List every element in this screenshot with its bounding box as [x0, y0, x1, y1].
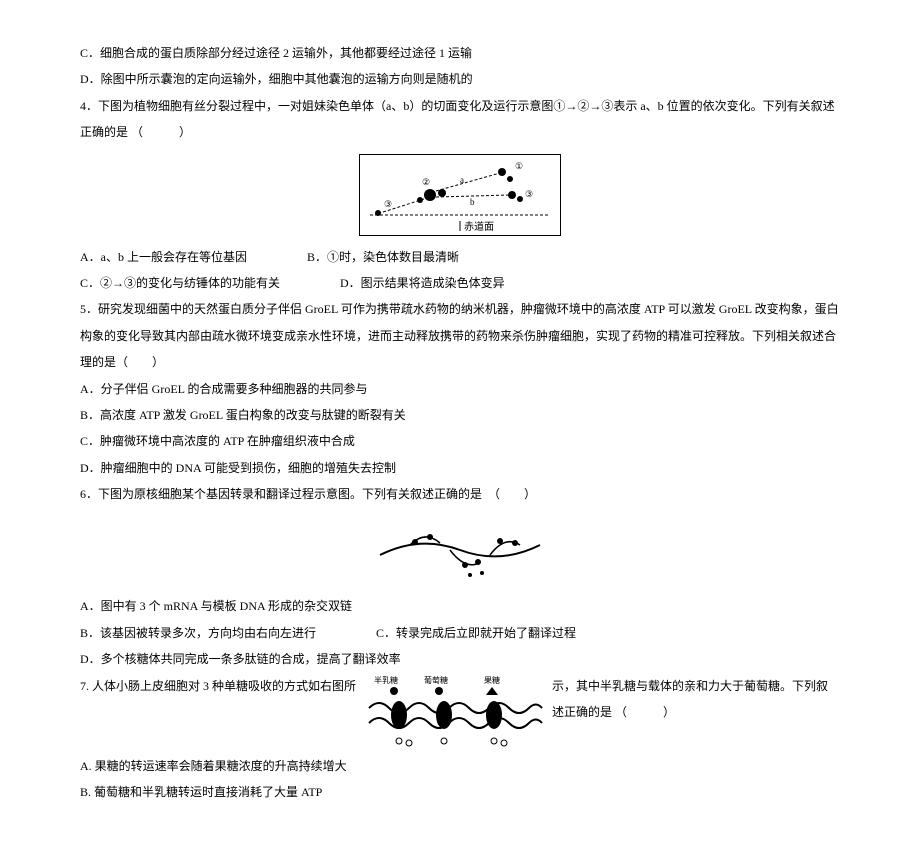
q4-option-a: A．a、b 上一般会存在等位基因: [80, 244, 247, 270]
q4-stem: 4．下图为植物细胞有丝分裂过程中，一对姐妹染色单体（a、b）的切面变化及运行示意…: [80, 93, 840, 146]
svg-text:半乳糖: 半乳糖: [374, 675, 398, 685]
q7-stem-right: 示，其中半乳糖与载体的亲和力大于葡萄糖。下列叙述正确的是: [552, 679, 828, 719]
q6-option-d: D．多个核糖体共同完成一条多肽链的合成，提高了翻译效率: [80, 646, 840, 672]
q4-figure: ① ② ③ a b ③ 赤道面: [359, 154, 561, 236]
q6-figure: [370, 515, 550, 585]
q4-options-row1: A．a、b 上一般会存在等位基因 B．①时，染色体数目最清晰: [80, 244, 840, 270]
svg-text:①: ①: [515, 161, 523, 171]
q6-option-c: C．转录完成后立即就开始了翻译过程: [376, 620, 576, 646]
q5-option-b: B．高浓度 ATP 激发 GroEL 蛋白构象的改变与肽键的断裂有关: [80, 402, 840, 428]
q5-option-d: D．肿瘤细胞中的 DNA 可能受到损伤，细胞的增殖失去控制: [80, 455, 840, 481]
q7-stem-row: 7. 人体小肠上皮细胞对 3 种单糖吸收的方式如右图所 半乳糖 葡萄糖 果糖 示: [80, 673, 840, 753]
q6-options-row2: B．该基因被转录多次，方向均由右向左进行 C．转录完成后立即就开始了翻译过程: [80, 620, 840, 646]
svg-text:②: ②: [422, 177, 430, 187]
q7-blank: （ ）: [615, 705, 679, 719]
svg-text:果糖: 果糖: [484, 675, 500, 685]
q5-option-c: C．肿瘤微环境中高浓度的 ATP 在肿瘤组织液中合成: [80, 428, 840, 454]
q6-stem: 6．下图为原核细胞某个基因转录和翻译过程示意图。下列有关叙述正确的是 （ ）: [80, 481, 840, 507]
q4-option-b: B．①时，染色体数目最清晰: [307, 244, 459, 270]
q5-option-a: A．分子伴侣 GroEL 的合成需要多种细胞器的共同参与: [80, 376, 840, 402]
q5-stem: 5．研究发现细菌中的天然蛋白质分子伴侣 GroEL 可作为携带疏水药物的纳米机器…: [80, 296, 840, 375]
svg-text:b: b: [470, 197, 475, 207]
q6-option-b: B．该基因被转录多次，方向均由右向左进行: [80, 620, 316, 646]
svg-text:③: ③: [384, 199, 392, 209]
q7-option-a: A. 果糖的转运速率会随着果糖浓度的升高持续增大: [80, 753, 840, 779]
q3-option-c: C．细胞合成的蛋白质除部分经过途径 2 运输外，其他都要经过途径 1 运输: [80, 40, 840, 66]
q7-figure: 半乳糖 葡萄糖 果糖: [364, 673, 544, 753]
q7-option-b: B. 葡萄糖和半乳糖转运时直接消耗了大量 ATP: [80, 779, 840, 805]
svg-text:a: a: [460, 175, 464, 185]
q4-option-c: C．②→③的变化与纺锤体的功能有关: [80, 270, 280, 296]
q4-options-row2: C．②→③的变化与纺锤体的功能有关 D．图示结果将造成染色体变异: [80, 270, 840, 296]
q6-option-a: A．图中有 3 个 mRNA 与模板 DNA 形成的杂交双链: [80, 593, 840, 619]
q7-stem-right-wrap: 示，其中半乳糖与载体的亲和力大于葡萄糖。下列叙述正确的是 （ ）: [552, 673, 840, 726]
q4-option-d: D．图示结果将造成染色体变异: [340, 270, 505, 296]
svg-text:葡萄糖: 葡萄糖: [424, 675, 448, 685]
svg-text:③: ③: [525, 189, 533, 199]
q3-option-d: D．除图中所示囊泡的定向运输外，细胞中其他囊泡的运输方向则是随机的: [80, 66, 840, 92]
svg-text:赤道面: 赤道面: [464, 220, 494, 233]
q7-stem-left: 7. 人体小肠上皮细胞对 3 种单糖吸收的方式如右图所: [80, 673, 356, 699]
q4-blank: （ ）: [131, 125, 195, 139]
